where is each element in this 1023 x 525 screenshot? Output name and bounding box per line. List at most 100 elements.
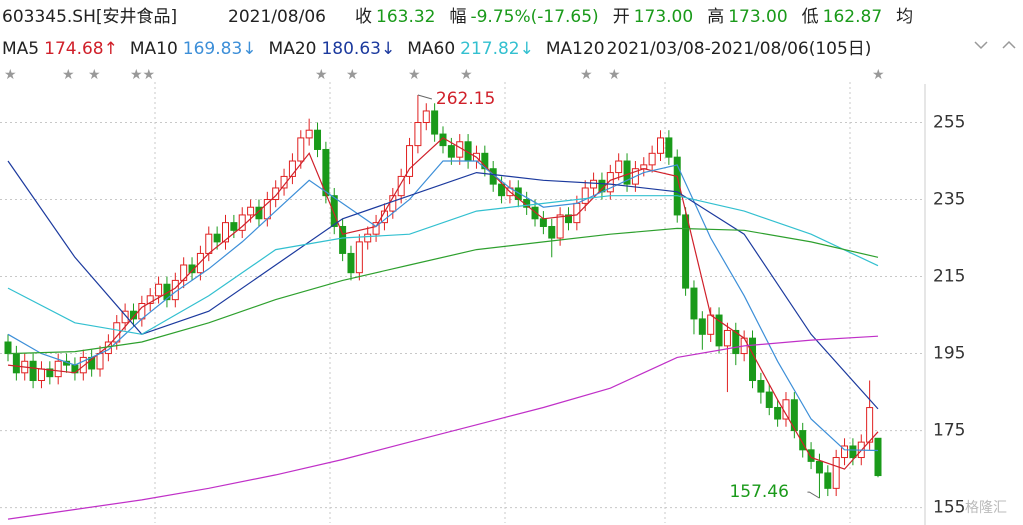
legend-name: MA10	[130, 39, 178, 59]
quote-label: 低	[802, 7, 819, 27]
candle-body	[372, 222, 380, 235]
annotation-leader	[417, 94, 433, 100]
candle-body	[774, 406, 782, 420]
annotation-leader	[807, 491, 820, 499]
dropdown-icon[interactable]	[974, 41, 988, 50]
candle-body	[757, 380, 765, 393]
collapse-icon[interactable]	[1002, 40, 1016, 49]
candle-body	[665, 137, 673, 158]
candle-body	[732, 329, 740, 355]
candle-body	[657, 137, 664, 154]
candle-body	[180, 264, 188, 281]
candle-body	[874, 437, 882, 477]
candle-body	[648, 152, 656, 166]
candle-body	[46, 368, 54, 378]
legend-value: 169.83↓	[183, 39, 257, 59]
legend-name: MA5	[2, 39, 39, 59]
ma-line	[7, 195, 879, 335]
candle-body	[673, 156, 681, 216]
candle-body	[96, 353, 104, 370]
candle-body	[456, 141, 464, 158]
candle-body	[590, 179, 598, 189]
candle-body	[581, 187, 589, 204]
candle-body	[422, 110, 430, 124]
quote-label: 高	[707, 7, 724, 27]
candle-body	[615, 160, 623, 174]
candle-body	[222, 222, 229, 243]
candle-body	[866, 407, 874, 443]
quote-label: 幅	[449, 7, 466, 27]
candle-body	[531, 206, 539, 220]
candle-body	[364, 233, 372, 243]
candle-body	[288, 160, 296, 177]
candle-body	[263, 199, 271, 220]
candle-body	[339, 225, 347, 254]
candle-body	[606, 172, 614, 193]
candle-body	[841, 445, 849, 459]
candle-body	[431, 110, 439, 135]
candle-body	[548, 225, 556, 239]
candle-body	[163, 283, 171, 301]
candle-body	[129, 310, 137, 320]
candle-body	[690, 287, 698, 320]
candle-body	[715, 314, 723, 347]
legend-extra: MA120	[546, 39, 605, 59]
candle-body	[255, 206, 263, 220]
svg-text:★: ★	[580, 67, 593, 83]
candle-body	[556, 214, 564, 239]
quote-label: 均	[896, 7, 913, 27]
candle-body	[322, 148, 330, 197]
y-tick-label: 155	[933, 498, 965, 518]
y-tick-label: 175	[933, 421, 965, 441]
quote-label: 开	[613, 7, 630, 27]
candle-body	[815, 460, 823, 474]
legend-name: MA20	[269, 39, 317, 59]
svg-text:★: ★	[62, 67, 75, 83]
candle-body	[406, 145, 414, 177]
candle-body	[155, 283, 163, 297]
candle-body	[807, 449, 815, 462]
candle-body	[799, 430, 807, 451]
date: 2021/08/06	[228, 7, 326, 27]
candle-body	[205, 233, 213, 254]
watermark: 格隆汇	[965, 500, 1007, 516]
candle-body	[397, 175, 405, 197]
candle-body	[832, 457, 840, 489]
candle-body	[514, 187, 522, 201]
candle-body	[297, 137, 305, 162]
legend-value: 180.63↓	[321, 39, 395, 59]
candle-body	[146, 295, 154, 305]
candle-body	[765, 391, 773, 408]
candle-body	[330, 195, 338, 227]
candle-body	[682, 214, 690, 289]
svg-text:★: ★	[872, 67, 885, 83]
candle-body	[238, 214, 246, 231]
quote-value: 173.00	[728, 7, 787, 27]
candle-body	[447, 145, 455, 158]
svg-text:★: ★	[88, 67, 101, 83]
legend-value: 217.82↓	[460, 39, 534, 59]
candle-body	[849, 445, 857, 459]
candle-body	[355, 241, 363, 274]
star-row: ★ ★ ★ ★★ ★ ★ ★ ★ ★ ★ ★	[4, 67, 885, 83]
quote-value: -9.75%(-17.65)	[470, 7, 598, 27]
ma-line	[7, 160, 879, 410]
y-tick-label: 195	[933, 344, 965, 364]
candle-body	[707, 314, 715, 335]
candle-body	[698, 318, 706, 335]
ma-line	[7, 137, 879, 470]
candle-body	[37, 368, 45, 382]
candle-body	[564, 214, 572, 224]
ma-line	[7, 335, 879, 520]
candle-body	[539, 218, 547, 227]
candle-body	[314, 129, 322, 150]
candle-body	[498, 183, 506, 197]
y-tick-label: 255	[933, 113, 965, 133]
ma-line	[7, 227, 879, 355]
candle-body	[782, 399, 790, 420]
annotation-label: 157.46	[729, 482, 788, 502]
candle-body	[347, 252, 355, 274]
candle-body	[247, 206, 255, 216]
svg-text:★: ★	[608, 67, 621, 83]
